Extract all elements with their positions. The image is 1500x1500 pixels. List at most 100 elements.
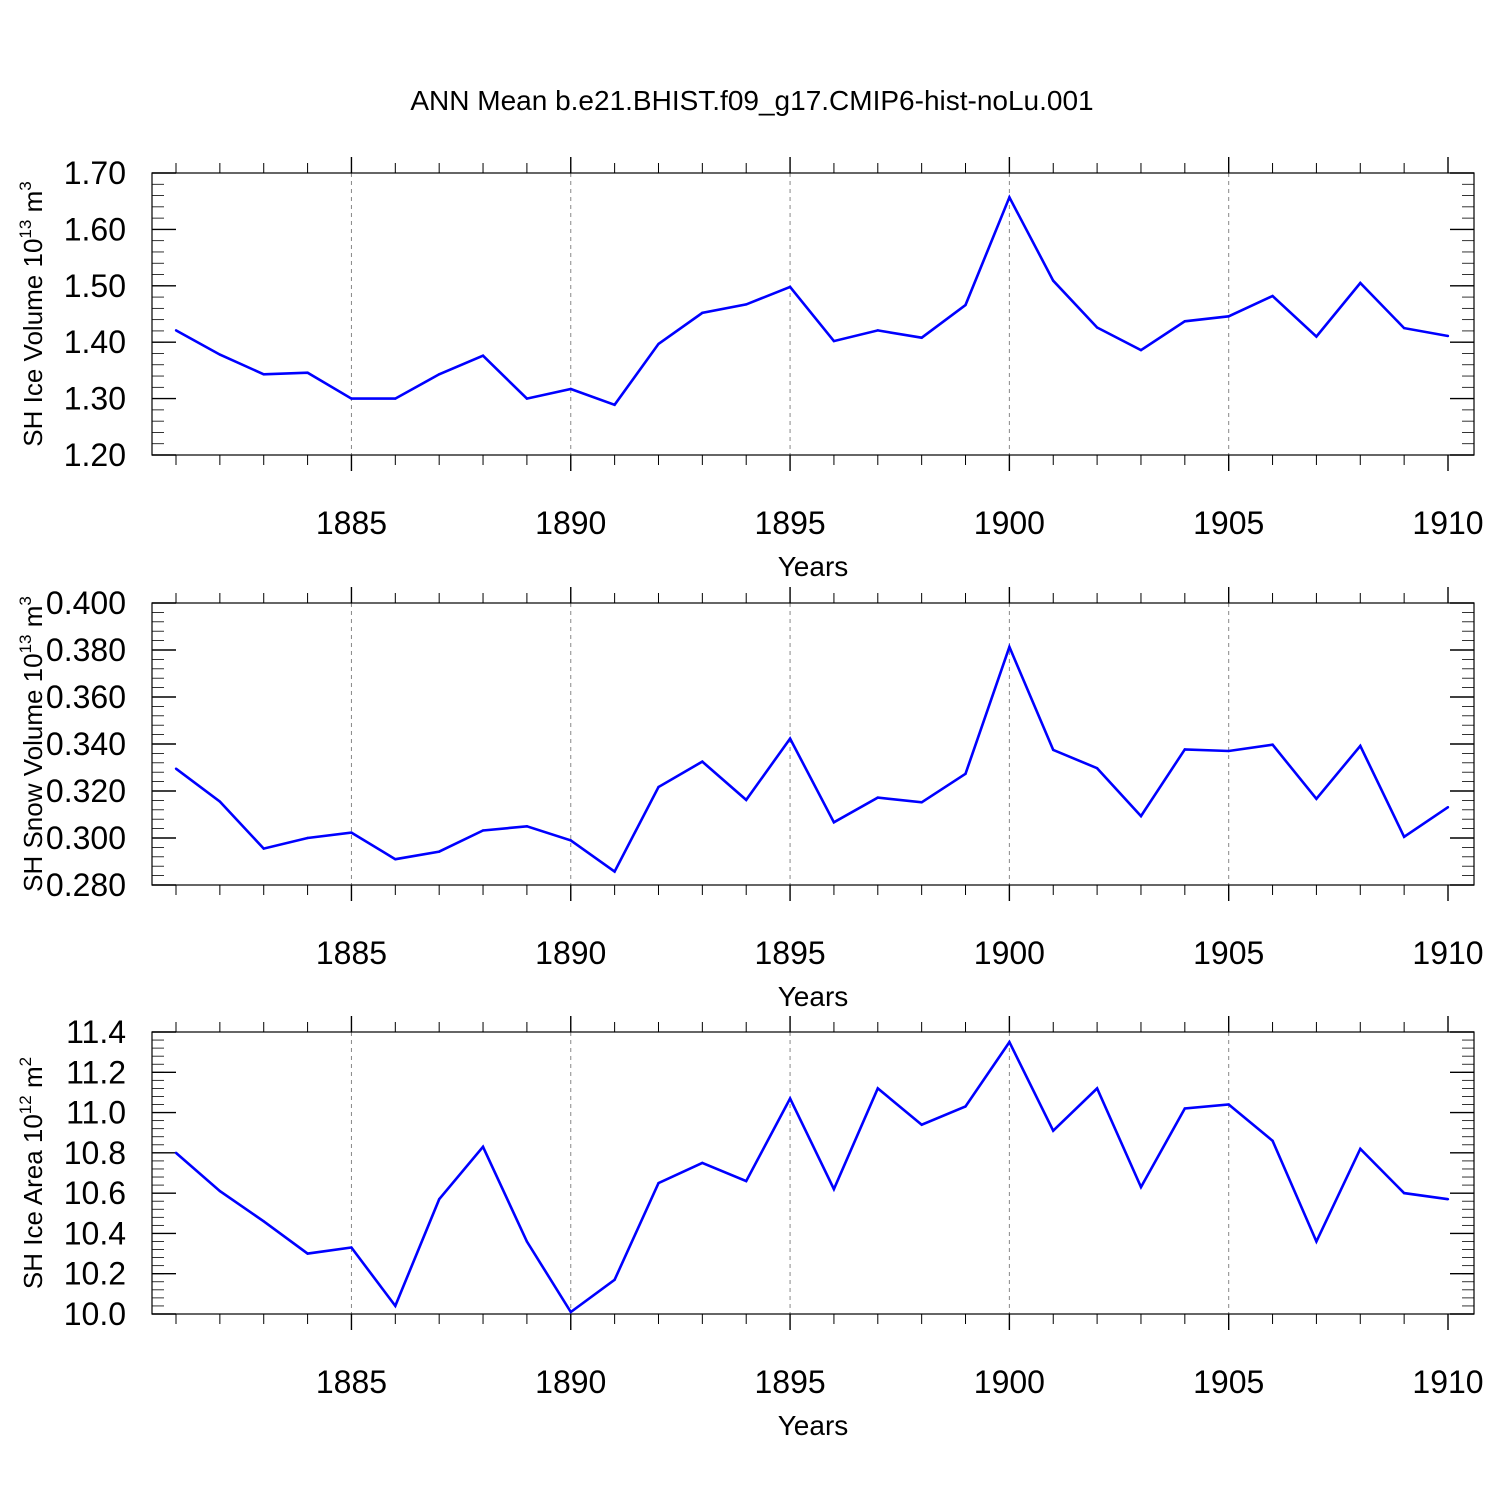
data-point	[657, 1181, 660, 1185]
y-tick-label: 10.0	[64, 1296, 126, 1332]
data-point	[306, 1252, 309, 1255]
y-tick-label: 0.280	[46, 867, 126, 903]
plot-frame	[151, 1031, 1475, 1315]
data-point	[701, 760, 704, 763]
x-tick-label: 1890	[535, 505, 606, 541]
y-tick-label: 10.2	[64, 1256, 126, 1292]
x-tick-label: 1885	[316, 1364, 387, 1400]
x-tick-label: 1885	[316, 505, 387, 541]
data-point	[788, 1097, 792, 1100]
data-point	[613, 1278, 616, 1281]
data-point	[1359, 281, 1362, 285]
y-tick-label: 0.400	[46, 585, 126, 621]
figure-title: ANN Mean b.e21.BHIST.f09_g17.CMIP6-hist-…	[410, 85, 1093, 116]
data-point	[832, 1187, 836, 1191]
data-point	[788, 285, 792, 289]
data-point	[481, 354, 485, 357]
x-tick-label: 1905	[1193, 505, 1264, 541]
data-point	[1139, 814, 1143, 818]
data-point	[1402, 326, 1406, 330]
data-point	[1315, 1240, 1318, 1243]
data-point	[1227, 749, 1230, 753]
data-point	[218, 800, 222, 803]
data-point	[701, 1161, 704, 1165]
plot-frame	[151, 602, 1475, 886]
data-point	[1271, 743, 1274, 746]
y-tick-label: 1.50	[64, 268, 126, 304]
data-point	[481, 829, 485, 832]
x-tick-label: 1890	[535, 1364, 606, 1400]
data-point	[1095, 1087, 1099, 1090]
data-point	[964, 303, 967, 307]
y-axis-label: SH Ice Volume 1013 m3	[16, 181, 48, 446]
data-point	[876, 1087, 879, 1090]
data-point	[613, 870, 616, 873]
data-point	[745, 1179, 748, 1183]
data-point	[569, 839, 572, 842]
x-tick-label: 1910	[1412, 1364, 1483, 1400]
data-point	[1052, 1129, 1055, 1132]
x-tick-label: 1910	[1412, 505, 1483, 541]
data-point	[1271, 1139, 1274, 1142]
plot-frame	[151, 172, 1475, 456]
data-point	[1271, 294, 1274, 298]
panel-1: 1.20 1.30 1.40 1.50 1.60 1.70 1885 1890 1895 1900…	[16, 155, 1484, 582]
data-point	[745, 798, 748, 802]
data-point	[218, 353, 222, 356]
data-point	[876, 329, 879, 332]
data-point	[920, 801, 923, 804]
data-point	[174, 1151, 178, 1155]
data-point	[832, 821, 836, 824]
data-point	[876, 796, 879, 799]
data-point	[437, 1197, 441, 1201]
y-tick-label: 0.380	[46, 632, 126, 668]
data-point	[745, 303, 748, 306]
data-point	[525, 825, 529, 828]
data-point	[306, 836, 309, 840]
y-tick-label: 10.6	[64, 1175, 126, 1211]
data-point	[1139, 348, 1143, 352]
data-point	[525, 1240, 529, 1243]
data-point	[920, 336, 923, 339]
data-point	[306, 371, 309, 374]
data-point	[437, 373, 441, 376]
y-tick-label: 0.340	[46, 726, 126, 762]
data-point	[1446, 1197, 1450, 1201]
data-point	[1052, 748, 1055, 752]
x-tick-label: 1900	[974, 935, 1045, 971]
data-point	[1008, 196, 1011, 199]
y-tick-label: 10.4	[64, 1215, 126, 1251]
series-line	[175, 194, 1449, 407]
data-point	[481, 1145, 485, 1149]
data-point	[1359, 744, 1362, 748]
data-point	[1315, 797, 1318, 800]
panel-3: 10.0 10.2 10.4 10.6 10.8 11.0 11.2 11.4 1885 1890…	[16, 1014, 1484, 1441]
panel-2: 0.280 0.300 0.320 0.340 0.360 0.380 0.400 1885 1…	[16, 585, 1484, 1012]
data-point	[1315, 335, 1318, 338]
data-point	[657, 785, 660, 789]
y-tick-label: 11.4	[66, 1014, 126, 1050]
y-tick-label: 11.0	[66, 1095, 126, 1131]
x-axis-label: Years	[778, 1410, 849, 1441]
y-tick-label: 0.320	[46, 773, 126, 809]
data-point	[569, 387, 572, 391]
data-point	[1052, 279, 1055, 282]
x-tick-label: 1895	[754, 505, 825, 541]
data-point	[788, 737, 792, 740]
panels: 1.20 1.30 1.40 1.50 1.60 1.70 1885 1890 1895 1900…	[16, 155, 1484, 1441]
data-point	[1446, 806, 1450, 809]
data-point	[1402, 1191, 1406, 1195]
x-tick-label: 1910	[1412, 935, 1483, 971]
y-tick-label: 1.20	[64, 437, 126, 473]
x-axis-label: Years	[778, 551, 849, 582]
data-point	[262, 1220, 265, 1223]
data-point	[1446, 334, 1450, 338]
x-axis-label: Years	[778, 981, 849, 1012]
y-tick-label: 1.60	[64, 211, 126, 247]
data-point	[701, 311, 704, 315]
data-point	[174, 329, 178, 332]
y-tick-label: 11.2	[66, 1054, 126, 1090]
data-point	[218, 1189, 222, 1193]
data-point	[262, 373, 265, 376]
data-point	[1008, 645, 1011, 649]
